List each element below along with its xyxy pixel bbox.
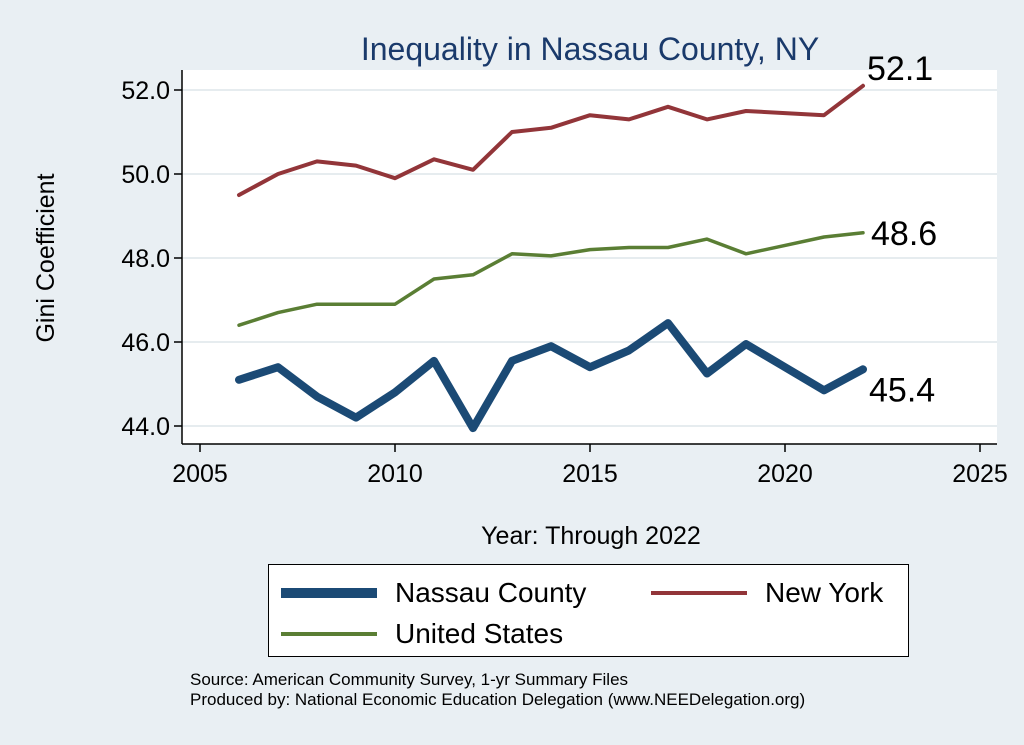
legend-item-new-york: New York <box>651 577 883 609</box>
end-labels: 45.4 52.1 48.6 <box>867 50 937 409</box>
tick-labels: 44.0 46.0 48.0 50.0 52.0 2005 2010 2015 2020 2025 <box>121 77 1007 488</box>
legend-swatch-united-states <box>281 632 377 636</box>
end-label-new-york: 52.1 <box>867 50 933 88</box>
y-tick-label: 48.0 <box>121 245 170 273</box>
gridlines <box>182 89 997 427</box>
end-label-nassau-county: 45.4 <box>869 371 935 409</box>
legend: Nassau County New York United States <box>268 564 909 657</box>
y-tick-label: 44.0 <box>121 413 170 441</box>
x-tick-label: 2015 <box>562 460 618 488</box>
legend-item-nassau-county: Nassau County <box>281 577 586 609</box>
axes <box>174 70 997 452</box>
legend-label-new-york: New York <box>765 577 884 608</box>
legend-swatch-new-york <box>651 591 747 595</box>
source-line: Source: American Community Survey, 1-yr … <box>190 670 629 689</box>
end-label-united-states: 48.6 <box>871 215 937 253</box>
y-tick-label: 50.0 <box>121 161 170 189</box>
produced-by-line: Produced by: National Economic Education… <box>190 690 806 709</box>
x-tick-label: 2020 <box>757 460 813 488</box>
legend-swatch-nassau-county <box>281 588 377 598</box>
legend-label-nassau-county: Nassau County <box>395 577 587 608</box>
legend-label-united-states: United States <box>395 618 564 649</box>
series-line-united-states <box>237 231 865 327</box>
x-tick-label: 2005 <box>172 460 228 488</box>
y-axis-label: Gini Coefficient <box>32 173 60 342</box>
x-axis-label: Year: Through 2022 <box>481 522 701 550</box>
x-tick-label: 2025 <box>952 460 1008 488</box>
source-note: Source: American Community Survey, 1-yr … <box>190 670 805 710</box>
series-line-new-york <box>237 83 865 197</box>
y-tick-label: 46.0 <box>121 329 170 357</box>
legend-item-united-states: United States <box>281 618 563 650</box>
series-line-nassau-county <box>235 319 867 433</box>
x-tick-label: 2010 <box>367 460 423 488</box>
chart-title: Inequality in Nassau County, NY <box>361 31 819 67</box>
series-lines <box>235 83 867 433</box>
y-tick-label: 52.0 <box>121 77 170 105</box>
